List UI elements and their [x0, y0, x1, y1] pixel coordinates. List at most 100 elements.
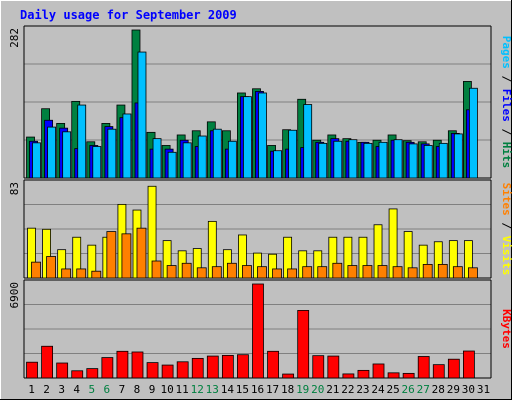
bar-kbytes-day-12: [191, 357, 204, 379]
bar-sites-day-11: [181, 262, 192, 279]
bar-pages-day-1: [32, 142, 41, 179]
bar-sites-day-14: [226, 262, 237, 279]
bar-kbytes-day-1: [26, 361, 38, 379]
x-tick-label-day-25: 25: [386, 383, 399, 396]
bar-kbytes-day-6: [101, 357, 114, 379]
bar-kbytes-day-22: [342, 373, 355, 379]
bar-kbytes-day-25: [387, 372, 400, 379]
x-tick-label-day-5: 5: [88, 383, 95, 396]
bar-sites-day-16: [257, 266, 267, 279]
bar-kbytes-day-23: [357, 369, 370, 379]
bar-sites-day-20: [317, 266, 328, 279]
x-tick-label-day-3: 3: [58, 383, 65, 396]
bar-pages-day-19: [303, 104, 313, 179]
right-label-part: Pages: [500, 36, 512, 69]
bar-kbytes-day-17: [267, 350, 279, 379]
bar-sites-day-21: [332, 262, 343, 279]
bar-sites-day-30: [468, 267, 478, 279]
bar-kbytes-day-11: [176, 361, 189, 379]
y-max-label: 83: [8, 182, 21, 195]
bar-pages-day-4: [77, 104, 87, 179]
bar-sites-day-13: [211, 266, 222, 279]
bar-kbytes-day-24: [372, 363, 385, 379]
bar-sites-day-10: [166, 265, 177, 279]
x-tick-label-day-8: 8: [134, 383, 141, 396]
bar-sites-day-8: [136, 227, 147, 279]
bar-pages-day-22: [348, 139, 358, 179]
bar-pages-day-11: [182, 142, 192, 179]
bar-pages-day-25: [393, 139, 403, 179]
y-max-label: 6900: [8, 282, 21, 309]
bar-kbytes-day-26: [402, 372, 415, 379]
bar-pages-day-2: [47, 126, 56, 179]
x-tick-label-day-22: 22: [341, 383, 354, 396]
right-label-part: Visits: [500, 236, 512, 276]
bar-sites-day-29: [452, 266, 463, 279]
x-tick-label-day-30: 30: [462, 383, 475, 396]
bar-kbytes-day-27: [417, 356, 430, 379]
bar-pages-day-20: [318, 142, 328, 179]
bar-pages-day-7: [122, 113, 132, 179]
bar-pages-day-5: [92, 146, 102, 179]
bar-pages-day-12: [197, 135, 207, 179]
x-tick-label-day-17: 17: [266, 383, 279, 396]
bar-pages-day-26: [408, 143, 418, 179]
bar-sites-day-1: [31, 261, 41, 279]
bar-sites-day-4: [76, 268, 87, 279]
x-tick-label-day-24: 24: [371, 383, 385, 396]
bar-kbytes-day-7: [116, 350, 129, 379]
bar-sites-day-6: [106, 231, 117, 279]
x-tick-label-day-6: 6: [104, 383, 111, 396]
bar-kbytes-day-14: [221, 354, 234, 379]
x-tick-label-day-14: 14: [221, 383, 235, 396]
bar-pages-day-18: [288, 129, 298, 179]
bar-kbytes-day-9: [146, 362, 159, 379]
bar-pages-day-3: [62, 131, 72, 179]
bar-pages-day-21: [333, 140, 343, 179]
x-tick-label-day-13: 13: [206, 383, 219, 396]
bar-kbytes-day-21: [327, 355, 340, 379]
x-tick-label-day-23: 23: [356, 383, 369, 396]
x-axis-labels: 1 2 3 4 5 6 7 8 9 10 11 12 13 14 15 16 17 18 19 20 21 22 23 24 2…: [28, 383, 490, 396]
bar-sites-day-23: [362, 265, 373, 279]
panel-visits-sites: 83: [8, 179, 492, 279]
x-tick-label-day-20: 20: [311, 383, 324, 396]
bar-sites-day-18: [287, 268, 298, 279]
x-tick-label-day-27: 27: [417, 383, 430, 396]
bar-sites-day-22: [347, 265, 358, 279]
y-max-label: 282: [8, 28, 21, 48]
x-tick-label-day-31: 31: [477, 383, 490, 396]
x-tick-label-day-10: 10: [160, 383, 173, 396]
x-tick-label-day-1: 1: [28, 383, 35, 396]
x-tick-label-day-12: 12: [191, 383, 204, 396]
x-tick-label-day-18: 18: [281, 383, 294, 396]
bar-sites-day-28: [437, 264, 448, 279]
bar-kbytes-day-15: [237, 354, 249, 379]
bar-kbytes-day-29: [447, 358, 460, 379]
bar-pages-day-6: [107, 128, 117, 179]
x-tick-label-day-19: 19: [296, 383, 309, 396]
bar-pages-day-9: [152, 138, 162, 179]
x-tick-label-day-4: 4: [73, 383, 80, 396]
bar-pages-day-10: [167, 151, 177, 179]
bar-pages-day-14: [227, 140, 237, 179]
bar-kbytes-day-28: [432, 364, 445, 379]
x-tick-label-day-15: 15: [236, 383, 249, 396]
x-tick-label-day-29: 29: [447, 383, 460, 396]
right-label-visits-sites: Sites / Visits: [500, 183, 512, 276]
bar-sites-day-7: [121, 233, 132, 279]
bar-sites-day-25: [392, 266, 403, 279]
chart-title: Daily usage for September 2009: [20, 8, 237, 22]
bar-kbytes-day-4: [71, 370, 84, 379]
right-label-hits-files-pages: Pages / Files / Hits: [500, 36, 512, 169]
bar-sites-day-9: [151, 260, 162, 279]
bar-kbytes-day-16: [252, 283, 264, 379]
bar-pages-day-29: [453, 133, 463, 179]
bar-pages-day-15: [243, 96, 252, 179]
right-label-kbytes: KBytes: [500, 309, 512, 349]
right-label-part: KBytes: [500, 309, 512, 349]
bar-pages-day-30: [469, 87, 478, 179]
bar-pages-day-8: [137, 51, 147, 179]
bar-sites-day-12: [196, 267, 207, 279]
